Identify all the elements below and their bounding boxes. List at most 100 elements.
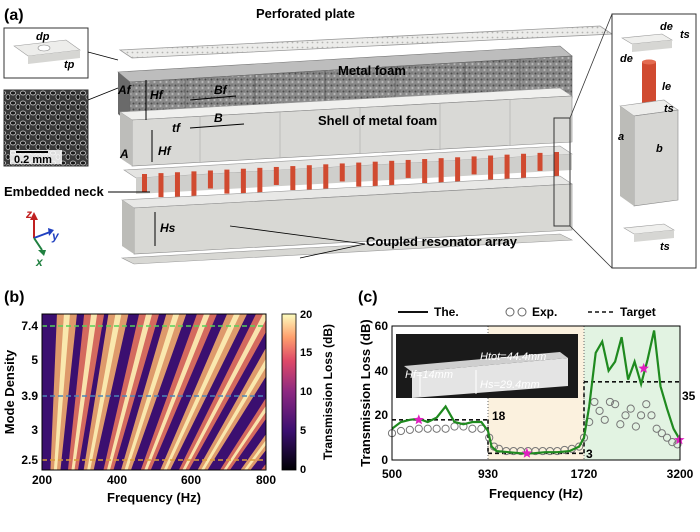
star-marker-1 [521,447,533,458]
shell-block [119,87,573,167]
c-ytick-60: 60 [375,319,389,333]
exp-point-24 [575,442,584,451]
exp-point-5 [432,424,441,433]
resonator-array [120,175,574,265]
neck-10 [306,165,312,196]
svg-text:ts: ts [664,103,674,115]
panel-b: (b) 200 400 600 800 7.4 5 3.9 3 2.5 Freq… [2,289,335,505]
neck-21 [488,155,494,180]
svg-text:b: b [656,143,663,155]
coordinate-axes: z y x [25,207,60,269]
dim-B: B [214,111,223,125]
neck-13 [356,162,362,187]
plate-detail-inset: dp tp [3,27,119,79]
metal-foam-label: Metal foam [338,63,406,78]
cbar-tick-2: 10 [300,386,312,398]
ray-core-4 [124,314,180,470]
colorbar [281,313,297,471]
ray-11 [261,463,266,470]
b-xtick-0: 200 [32,473,52,487]
ray-8 [197,347,266,470]
target-label-3: 3 [586,447,593,461]
exp-point-29 [600,415,609,424]
inset-photo: Hf=14mm Htot=44.4mm Hs=29.4mm [396,334,578,398]
embedded-necks [142,152,559,208]
axis-y: y [51,229,60,243]
ray-core-10 [243,439,266,470]
inset-htot: Htot=44.4mm [480,351,546,363]
dim-Hf-top: Hf [150,88,164,102]
coupled-array-label: Coupled resonator array [366,234,518,249]
neck-2 [174,172,180,203]
foam-sem-image: 0.2 mm [3,87,119,167]
neck-25 [554,152,559,176]
heatmap-rays [50,314,266,470]
b-xlabel: Frequency (Hz) [107,490,201,505]
neck-9 [290,166,296,191]
ray-core-2 [87,314,122,470]
c-ytick-40: 40 [375,364,389,378]
exp-point-8 [459,422,468,431]
exp-point-40 [657,429,666,438]
c-xtick-500: 500 [382,467,402,481]
exp-point-7 [450,422,459,431]
c-ytick-20: 20 [375,408,389,422]
svg-text:dp: dp [36,31,50,43]
legend-the: The. [434,305,459,319]
neck-22 [504,154,510,185]
c-ylabel: Transmission Loss (dB) [358,319,373,466]
neck-6 [240,168,246,199]
exp-point-30 [605,397,615,407]
band-high [584,326,680,460]
panel-b-label: (b) [4,289,24,306]
exp-point-2 [405,425,414,434]
c-ytick-0: 0 [381,453,388,467]
scale-bar-label: 0.2 mm [14,154,52,166]
neck-1 [158,173,164,198]
neck-20 [471,156,477,175]
neck-12 [339,163,345,182]
inset-hs: Hs=29.4mm [480,379,540,391]
exp-point-32 [616,420,625,429]
dim-Bf: Bf [214,83,228,97]
cbar-tick-3: 15 [300,347,312,359]
star-marker-3 [674,434,685,445]
svg-text:de: de [620,53,633,65]
exp-point-31 [611,400,620,409]
exp-point-39 [652,424,661,433]
svg-text:ts: ts [680,29,690,41]
c-xtick-1720: 1720 [571,467,598,481]
legend-target: Target [620,305,656,319]
ray-core-6 [163,314,241,470]
neck-5 [224,169,230,194]
dim-Hs: Hs [160,221,176,235]
perforated-plate-label: Perforated plate [256,6,355,21]
neck-16 [405,159,411,178]
exp-point-3 [414,424,423,433]
ray-core-1 [71,314,98,470]
colorbar-label: Transmission Loss (dB) [321,324,335,460]
neck-15 [389,160,395,197]
star-marker-0 [413,414,424,425]
exp-point-4 [423,424,432,433]
neck-17 [422,159,428,184]
exp-point-9 [468,424,477,433]
panel-a-label: (a) [4,7,24,24]
neck-8 [273,166,279,185]
exp-point-33 [621,411,630,420]
dim-Af: Af [117,83,132,97]
target-label-18: 18 [492,409,506,423]
cbar-tick-0: 0 [300,464,306,476]
target-label-35: 35 [682,389,696,403]
ray-core-0 [53,314,70,470]
svg-text:le: le [662,81,671,93]
ray-core-3 [106,314,153,470]
b-xtick-1: 400 [107,473,127,487]
b-ytick-2: 3.9 [21,389,38,403]
exp-point-28 [595,406,604,415]
c-xtick-930: 930 [478,467,498,481]
exp-point-38 [647,411,656,420]
neck-24 [537,152,543,171]
c-xlabel: Frequency (Hz) [489,486,583,501]
